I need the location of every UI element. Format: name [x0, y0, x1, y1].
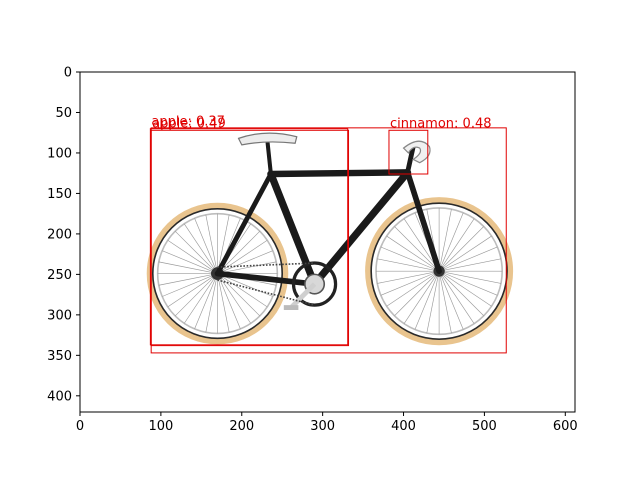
rear-wheel	[146, 202, 289, 345]
x-tick-label: 100	[148, 419, 173, 434]
x-axis: 0 100 200 300 400 500 600	[76, 412, 578, 434]
handlebar	[402, 140, 431, 164]
chain	[217, 262, 315, 306]
y-tick-label: 300	[47, 308, 72, 323]
y-axis: 0 50 100 150 200 250 300 350 400	[47, 66, 80, 404]
y-tick-label: 250	[47, 268, 72, 283]
plot-frame	[79, 71, 576, 413]
y-tick-label: 400	[47, 389, 72, 404]
y-tick-label: 100	[47, 146, 72, 161]
y-tick-label: 0	[64, 66, 72, 81]
detection-box	[388, 129, 429, 175]
x-tick-label: 0	[76, 419, 84, 434]
x-tick-label: 300	[310, 419, 335, 434]
detection-box	[150, 127, 507, 354]
bicycle-frame	[214, 141, 442, 288]
y-tick-label: 150	[47, 187, 72, 202]
x-tick-label: 400	[391, 419, 416, 434]
detection-label: cinnamon: 0.48	[390, 116, 492, 131]
saddle	[237, 132, 298, 146]
detection-label: apple: 0.37	[151, 115, 225, 130]
y-tick-label: 50	[55, 106, 72, 121]
x-tick-label: 500	[472, 419, 497, 434]
y-tick-label: 350	[47, 349, 72, 364]
x-tick-label: 200	[229, 419, 254, 434]
x-tick-label: 600	[553, 419, 578, 434]
detection-box	[149, 128, 349, 346]
y-tick-label: 200	[47, 227, 72, 242]
